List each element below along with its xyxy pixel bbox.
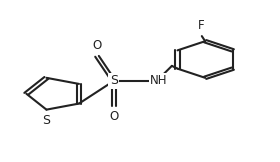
Text: F: F — [197, 19, 204, 32]
Text: S: S — [110, 75, 118, 87]
Text: S: S — [43, 114, 50, 127]
Text: O: O — [92, 39, 102, 52]
Text: O: O — [109, 110, 118, 123]
Text: NH: NH — [150, 74, 167, 87]
